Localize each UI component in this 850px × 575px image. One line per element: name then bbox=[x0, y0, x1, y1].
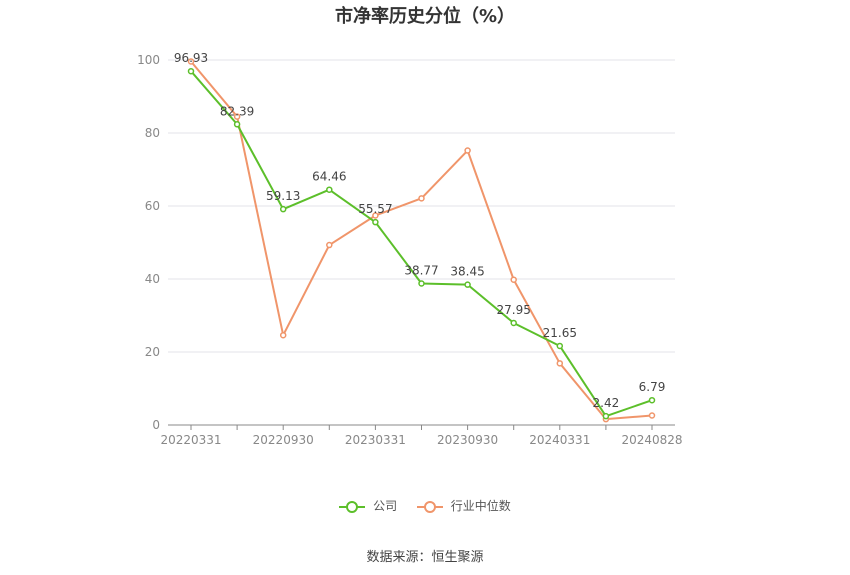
x-tick-label-8: 20240331 bbox=[529, 433, 590, 447]
series-1-point-1 bbox=[233, 113, 241, 120]
series-0-point-8 bbox=[556, 342, 564, 350]
data-label-5: 38.77 bbox=[404, 263, 438, 277]
y-tick-label-5: 100 bbox=[137, 53, 160, 67]
series-0-point-0 bbox=[187, 67, 195, 75]
data-label-7: 27.95 bbox=[497, 303, 531, 317]
series-1-point-2 bbox=[279, 331, 287, 339]
series-0-point-6 bbox=[464, 281, 471, 288]
series-0-point-4 bbox=[372, 218, 379, 226]
legend-item-company[interactable]: 公司 bbox=[339, 497, 397, 514]
series-0-point-9 bbox=[602, 412, 610, 420]
x-tick-label-6: 20230930 bbox=[437, 433, 498, 447]
grid-layer bbox=[168, 59, 675, 353]
series-layer bbox=[187, 58, 656, 423]
legend-label-industry-median: 行业中位数 bbox=[450, 499, 511, 513]
series-line-0 bbox=[190, 70, 653, 418]
series-1-point-6 bbox=[464, 147, 471, 154]
series-1-point-10 bbox=[648, 412, 656, 419]
series-1-point-7 bbox=[510, 276, 517, 283]
data-label-9: 2.42 bbox=[593, 396, 620, 410]
legend-swatch-industry-median bbox=[416, 500, 443, 513]
legend-item-industry-median[interactable]: 行业中位数 bbox=[416, 497, 511, 514]
series-1-point-5 bbox=[418, 195, 425, 202]
y-tick-label-4: 80 bbox=[145, 126, 160, 140]
y-tick-label-1: 20 bbox=[145, 345, 160, 359]
legend: 公司 行业中位数 bbox=[0, 497, 850, 514]
data-source: 数据来源：恒生聚源 bbox=[366, 550, 484, 565]
data-label-6: 38.45 bbox=[450, 265, 484, 279]
label-layer: 96.93 82.39 59.13 64.46 55.57 38.77 38.45 27.95… bbox=[174, 51, 666, 410]
series-1-point-4 bbox=[372, 212, 379, 219]
x-tick-label-2: 20220930 bbox=[253, 433, 314, 447]
data-label-2: 59.13 bbox=[266, 189, 300, 203]
series-0-point-5 bbox=[418, 280, 425, 287]
legend-label-company: 公司 bbox=[373, 499, 398, 513]
series-1-point-3 bbox=[326, 241, 333, 249]
data-label-0: 96.93 bbox=[174, 51, 208, 65]
series-1-point-0 bbox=[187, 58, 195, 65]
data-label-4: 55.57 bbox=[358, 202, 392, 216]
data-label-1: 82.39 bbox=[220, 104, 254, 118]
y-tick-label-0: 0 bbox=[152, 418, 160, 432]
data-label-3: 64.46 bbox=[312, 170, 346, 184]
chart-title: 市净率历史分位（%） bbox=[334, 6, 516, 27]
y-tick-label-3: 60 bbox=[145, 199, 160, 213]
series-0-point-7 bbox=[510, 319, 517, 327]
x-tick-label-10: 20240828 bbox=[621, 433, 682, 447]
x-tick-label-4: 20230331 bbox=[345, 433, 406, 447]
series-1-point-8 bbox=[556, 360, 564, 367]
series-0-point-2 bbox=[279, 205, 287, 213]
series-line-1 bbox=[190, 60, 653, 421]
x-tick-label-0: 20220331 bbox=[160, 433, 221, 447]
series-0-point-10 bbox=[648, 396, 656, 404]
series-0-point-1 bbox=[233, 121, 241, 128]
legend-swatch-company bbox=[339, 500, 366, 513]
data-label-8: 21.65 bbox=[543, 326, 577, 340]
series-0-point-3 bbox=[326, 186, 333, 193]
data-label-10: 6.79 bbox=[639, 380, 666, 394]
axis-layer: 0 20 40 60 80 100 20220331 20220930 20230331 2023… bbox=[137, 53, 682, 447]
y-tick-label-2: 40 bbox=[145, 272, 160, 286]
